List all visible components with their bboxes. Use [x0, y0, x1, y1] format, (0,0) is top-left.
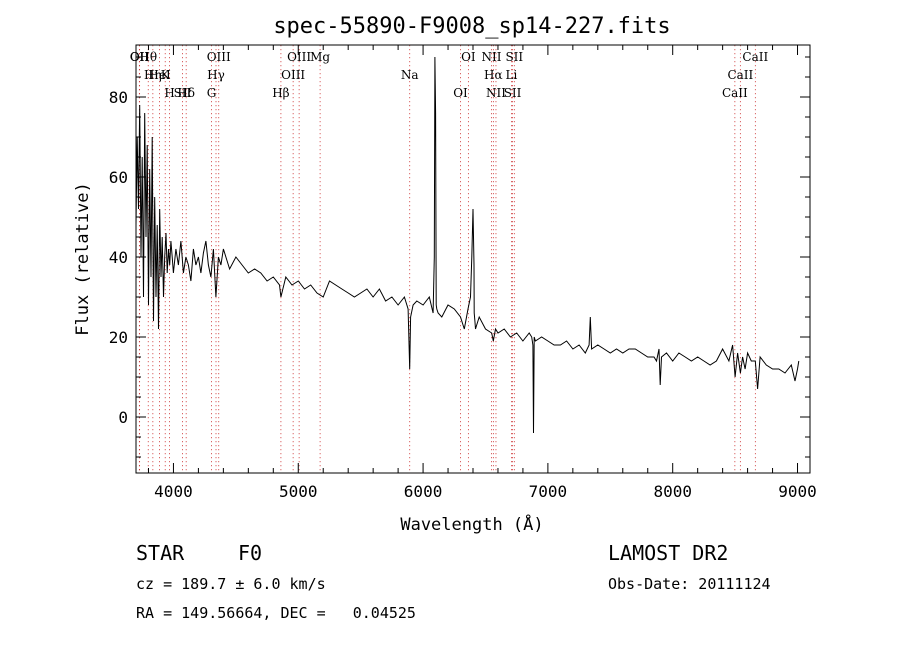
line-label: SII — [174, 86, 192, 100]
line-label: OI — [461, 50, 476, 64]
line-label: Hθ — [139, 50, 157, 64]
line-label: HeI — [148, 68, 171, 82]
observation-date: Obs-Date: 20111124 — [608, 575, 771, 593]
line-label: OII — [130, 50, 150, 64]
coordinates: RA = 149.56664, DEC = 0.04525 — [136, 604, 416, 622]
line-label: NII — [481, 50, 501, 64]
x-tick-label: 7000 — [529, 482, 568, 501]
line-label: Hβ — [272, 86, 289, 100]
line-label: OIII — [287, 50, 311, 64]
line-label: Mg — [310, 50, 330, 64]
line-label: Hγ — [207, 68, 225, 82]
y-tick-label: 60 — [109, 168, 128, 187]
x-tick-label: 4000 — [154, 482, 193, 501]
object-class: STAR — [136, 541, 185, 565]
y-axis-label: Flux (relative) — [73, 182, 93, 336]
y-tick-label: 40 — [109, 248, 128, 267]
line-label: OIII — [281, 68, 305, 82]
line-label: Hα — [484, 68, 503, 82]
line-label: G — [207, 86, 217, 100]
line-label: OI — [453, 86, 468, 100]
spectrum-series — [135, 56, 800, 434]
line-label: CaII — [727, 68, 753, 82]
line-label: H — [164, 86, 174, 100]
x-axis-label: Wavelength (Å) — [400, 513, 543, 535]
line-label: Li — [506, 68, 518, 82]
y-tick-label: 20 — [109, 328, 128, 347]
line-label: OII — [130, 50, 150, 64]
line-label: CaII — [722, 86, 748, 100]
line-label: SII — [505, 50, 523, 64]
chart-title: spec-55890-F9008_sp14-227.fits — [273, 14, 670, 39]
line-label: K — [161, 68, 171, 82]
y-tick-label: 0 — [118, 408, 128, 427]
x-tick-label: 9000 — [778, 482, 817, 501]
y-tick-label: 80 — [109, 88, 128, 107]
survey-name: LAMOST DR2 — [608, 541, 729, 565]
line-label: NII — [486, 86, 506, 100]
line-label: CaII — [742, 50, 768, 64]
object-subclass: F0 — [238, 541, 263, 565]
x-tick-label: 6000 — [404, 482, 443, 501]
x-tick-label: 5000 — [279, 482, 318, 501]
x-tick-label: 8000 — [653, 482, 692, 501]
line-label: Na — [401, 68, 419, 82]
line-label: Hη — [144, 68, 162, 82]
line-label: Hδ — [177, 86, 195, 100]
line-label: SII — [504, 86, 522, 100]
line-label: OIII — [207, 50, 231, 64]
redshift-cz: cz = 189.7 ± 6.0 km/s — [136, 575, 326, 593]
